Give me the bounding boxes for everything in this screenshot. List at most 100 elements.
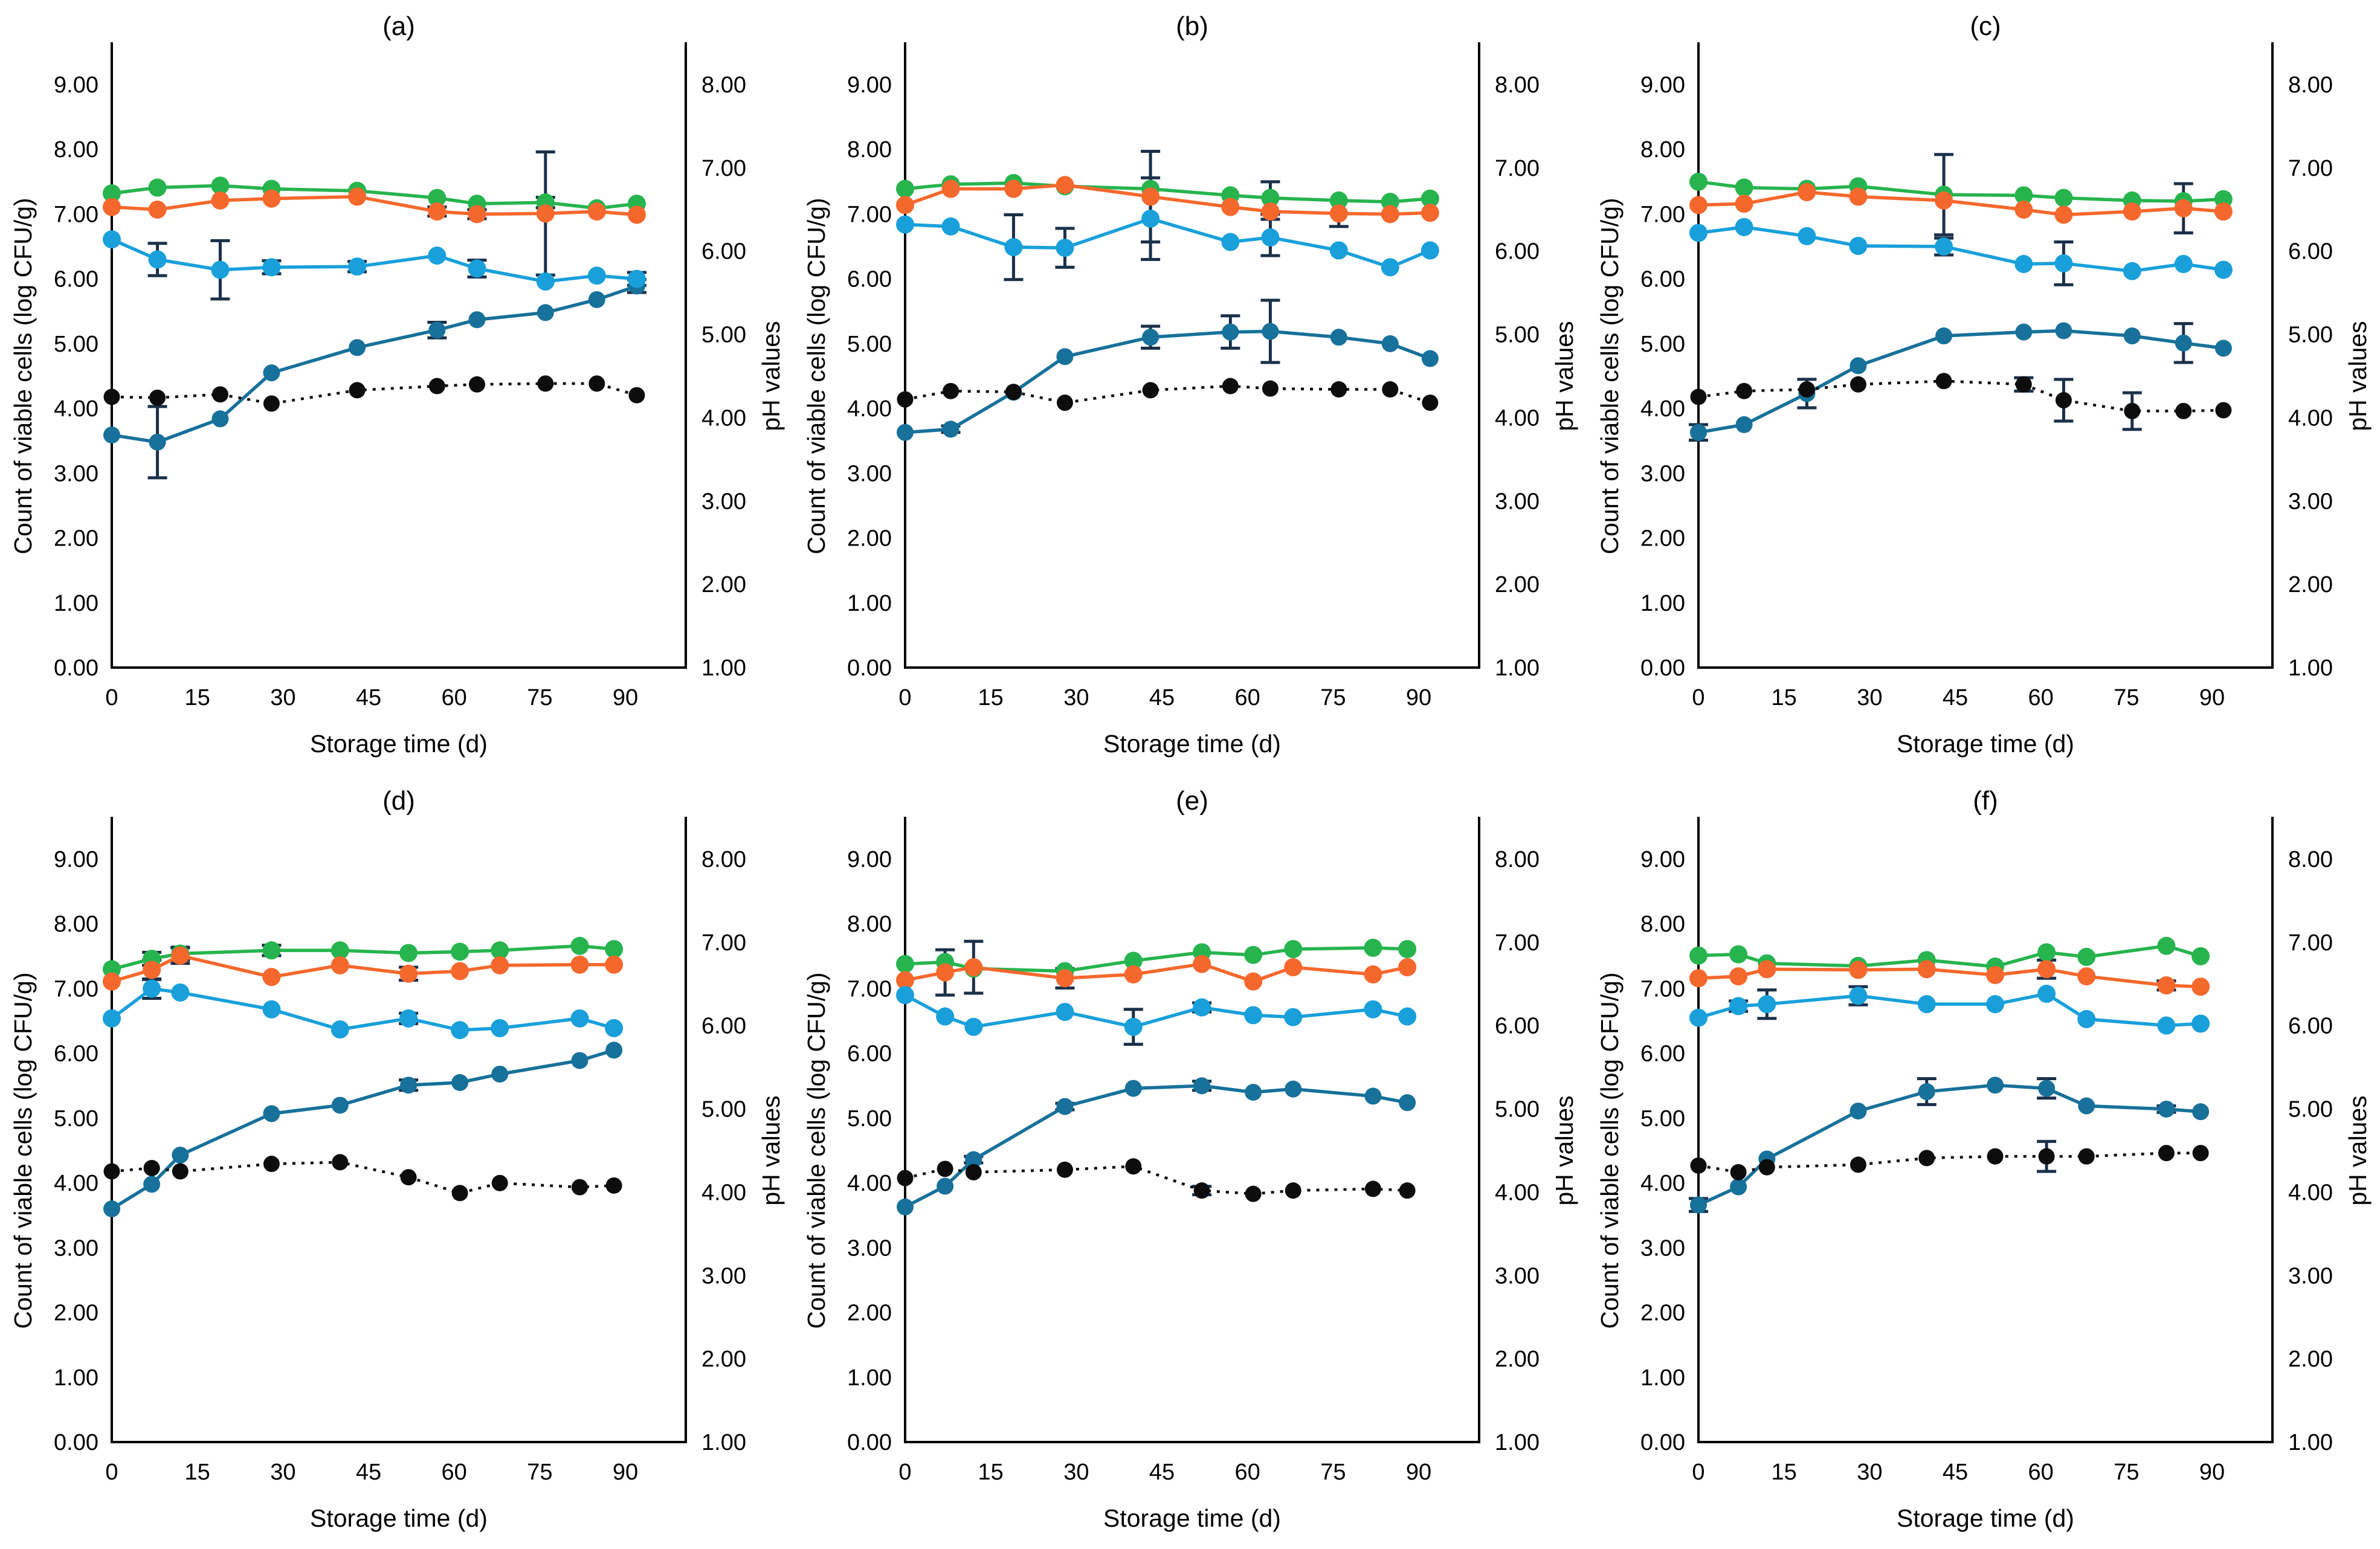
chart-panel-c: (c) 0.00 1.00 2.00 3.00 4.00 5.00 6.00 7.00 8.00 9…	[1596, 11, 2372, 758]
right-axis-tick-label: 1.00	[701, 655, 746, 681]
series-ph-marker	[491, 1174, 508, 1191]
series-ph-marker	[1736, 382, 1753, 399]
right-axis-tick-label: 1.00	[1495, 1430, 1540, 1455]
series-dark_blue-marker	[349, 339, 366, 356]
left-axis-title: Count of viable cells (log CFU/g)	[9, 198, 37, 554]
series-orange-marker	[491, 956, 509, 974]
right-axis-title: pH values	[2344, 321, 2372, 431]
series-light_blue-marker	[1735, 217, 1753, 236]
series-orange-marker	[2191, 977, 2210, 996]
right-axis-tick-label: 3.00	[701, 489, 746, 514]
x-axis-tick-label: 15	[1772, 1460, 1797, 1485]
series-orange	[896, 176, 1439, 224]
right-axis-tick-label: 7.00	[2288, 930, 2333, 956]
series-green-marker	[148, 178, 167, 197]
series-dark_blue-marker	[2192, 1103, 2210, 1121]
series-light_blue-marker	[468, 259, 486, 278]
series-dark_blue-marker	[1918, 1083, 1935, 1100]
axes: 0.00 1.00 2.00 3.00 4.00 5.00 6.00 7.00 8.00 9.00…	[802, 42, 1578, 758]
x-axis-tick-label: 75	[527, 685, 552, 710]
series-dark_blue	[103, 277, 645, 451]
x-axis-tick-label: 30	[1857, 685, 1882, 710]
series-orange-line	[111, 195, 637, 217]
x-axis-tick-label: 75	[2114, 685, 2139, 710]
right-axis-tick-label: 3.00	[2288, 1263, 2333, 1289]
series-light_blue-marker	[399, 1009, 418, 1028]
series-dark_blue-marker	[1222, 323, 1239, 341]
right-axis-tick-label: 6.00	[701, 1014, 746, 1039]
series-light_blue-marker	[2037, 985, 2056, 1003]
series-orange-marker	[451, 962, 469, 981]
left-axis-title: Count of viable cells (log CFU/g)	[9, 972, 37, 1328]
right-axis-tick-label: 2.00	[1495, 572, 1540, 597]
series-dark_blue-marker	[2214, 340, 2232, 357]
series-dark_blue-marker	[2055, 322, 2072, 340]
series-ph-marker	[1422, 394, 1439, 411]
x-axis-tick-label: 30	[1857, 1460, 1882, 1485]
left-axis-tick-label: 8.00	[1640, 912, 1685, 937]
left-axis-tick-label: 7.00	[54, 976, 98, 1002]
series-green-marker	[1261, 188, 1280, 207]
series-light_blue-marker	[1056, 1003, 1074, 1022]
series-light_blue-marker	[1221, 233, 1240, 251]
x-axis-tick-label: 60	[1235, 685, 1260, 710]
series-light_blue-line	[905, 217, 1431, 269]
series-dark_blue-line	[1697, 1083, 2201, 1207]
left-axis-tick-label: 3.00	[847, 461, 892, 486]
series-ph-marker	[1125, 1158, 1142, 1175]
left-axis-tick-label: 0.00	[1640, 1430, 1685, 1455]
series-light_blue-marker	[1729, 997, 1748, 1016]
series-orange-marker	[1221, 198, 1240, 216]
left-axis-tick-label: 3.00	[54, 1235, 98, 1261]
right-axis-tick-label: 5.00	[1495, 323, 1540, 348]
x-axis-tick-label: 45	[1943, 1460, 1968, 1485]
series-ph-marker	[1330, 381, 1347, 398]
series-dark_blue-line	[1698, 329, 2224, 434]
left-axis-tick-label: 3.00	[1640, 1235, 1685, 1261]
series-dark_blue-marker	[1399, 1094, 1416, 1112]
x-axis-tick-label: 0	[1692, 1460, 1704, 1485]
series-light_blue-marker	[2214, 260, 2233, 279]
series-light_blue-line	[904, 993, 1408, 1029]
x-axis-tick-label: 60	[1235, 1460, 1260, 1485]
series-orange-marker	[1729, 967, 1748, 986]
right-axis-tick-label: 4.00	[701, 1180, 746, 1205]
series-ph-marker	[1222, 378, 1239, 394]
series-green-marker	[1421, 189, 1439, 208]
series-dark_blue-marker	[1849, 357, 1867, 375]
series-dark_blue-marker	[1421, 350, 1439, 367]
series-dark_blue-marker	[143, 1176, 161, 1193]
series-light_blue-marker	[1284, 1008, 1303, 1026]
series-orange-marker	[143, 961, 161, 979]
left-axis-tick-label: 4.00	[54, 1171, 98, 1196]
series-orange	[103, 946, 624, 991]
chart-panel-f: (f) 0.00 1.00 2.00 3.00 4.00 5.00 6.00 7.00 8.00 9…	[1596, 786, 2372, 1532]
left-axis-tick-label: 6.00	[847, 1042, 892, 1067]
x-axis-tick-label: 90	[613, 685, 638, 710]
series-light_blue-marker	[103, 1009, 121, 1028]
series-light_blue	[896, 209, 1439, 277]
left-axis-tick-label: 9.00	[54, 847, 98, 872]
x-axis-tick-label: 90	[1406, 1460, 1431, 1485]
right-axis-tick-label: 7.00	[701, 930, 746, 956]
x-axis-tick-label: 60	[2028, 1460, 2054, 1485]
series-dark_blue-marker	[2175, 334, 2192, 352]
panel-title: (a)	[382, 11, 415, 41]
right-axis-tick-label: 2.00	[701, 1347, 746, 1372]
series-light_blue	[896, 986, 1417, 1036]
series-light_blue-line	[1698, 992, 2201, 1028]
series-ph-marker	[1918, 1150, 1935, 1167]
series-orange	[1689, 960, 2210, 996]
left-axis-tick-label: 5.00	[54, 1106, 98, 1132]
series-light_blue-marker	[1986, 995, 2005, 1014]
series-ph-marker	[2015, 376, 2032, 393]
series-ph-marker	[1758, 1159, 1775, 1176]
series-orange-line	[905, 962, 1408, 984]
series-ph-line	[1698, 1151, 2201, 1174]
series-ph-marker	[263, 1156, 280, 1173]
left-axis-tick-label: 6.00	[847, 267, 892, 292]
left-axis-tick-label: 9.00	[1640, 847, 1685, 872]
x-axis-tick-label: 0	[1692, 685, 1704, 710]
axes: 0.00 1.00 2.00 3.00 4.00 5.00 6.00 7.00 8.00 9.00…	[9, 817, 785, 1532]
series-green	[896, 173, 1439, 211]
